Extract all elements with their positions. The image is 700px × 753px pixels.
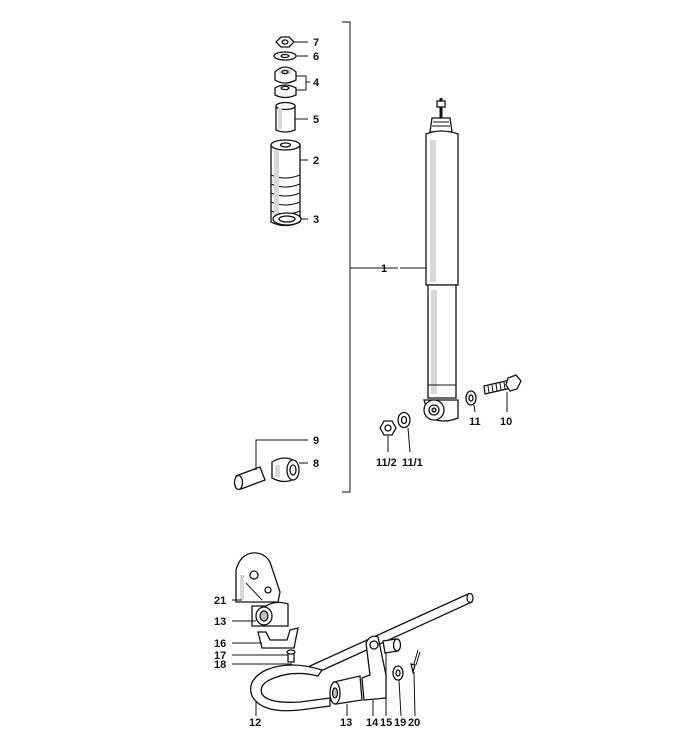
- bottom-washer: [272, 212, 308, 226]
- callout-17: 17: [214, 650, 226, 662]
- clamp-screw: [232, 649, 296, 665]
- callout-16: 16: [214, 638, 226, 650]
- stabilizer-bushing-lower: [329, 675, 363, 716]
- lower-nut: [379, 420, 397, 452]
- shock-absorber: [423, 98, 459, 422]
- link-bushing: [382, 638, 402, 716]
- callout-13b: 13: [340, 717, 352, 729]
- stabilizer-bracket: [232, 552, 281, 603]
- top-washer: [273, 51, 308, 61]
- callout-19: 19: [394, 717, 406, 729]
- stabilizer-clamp: [232, 627, 299, 649]
- callout-21: 21: [214, 595, 226, 607]
- callout-1: 1: [381, 263, 387, 275]
- callout-13a: 13: [214, 616, 226, 628]
- callout-11-1: 11/1: [402, 457, 423, 469]
- bolt-washer: [465, 390, 477, 413]
- callout-5: 5: [313, 114, 319, 126]
- callout-15: 15: [380, 717, 392, 729]
- cotter-pin: [410, 649, 421, 717]
- spacer-sleeve: [275, 101, 308, 133]
- callout-20: 20: [408, 717, 420, 729]
- rubber-bushing-pair: [274, 66, 310, 99]
- top-nut: [275, 36, 308, 48]
- link-washer: [392, 665, 404, 717]
- mounting-bolt: [483, 374, 522, 412]
- callout-12: 12: [249, 717, 261, 729]
- stabilizer-link: [361, 635, 387, 716]
- callout-6: 6: [313, 51, 319, 63]
- callout-10: 10: [500, 416, 512, 428]
- callout-labels: 7 6 4 5 2 3 1 9 8 11 10 11/2 11/1 21 13 …: [214, 37, 512, 729]
- stabilizer-bushing-upper: [232, 601, 289, 627]
- bump-stop: [270, 139, 308, 227]
- lower-bushing-set: [233, 439, 308, 491]
- lower-washer: [397, 411, 411, 453]
- assembly-bracket: [342, 21, 426, 493]
- callout-11: 11: [469, 416, 481, 428]
- callout-14: 14: [366, 717, 379, 729]
- callout-11-2: 11/2: [376, 457, 397, 469]
- callout-2: 2: [313, 155, 319, 167]
- callout-9: 9: [313, 435, 319, 447]
- callout-3: 3: [313, 214, 319, 226]
- callout-7: 7: [313, 37, 319, 49]
- callout-8: 8: [313, 458, 319, 470]
- callout-4: 4: [313, 77, 320, 89]
- callout-18: 18: [214, 659, 226, 671]
